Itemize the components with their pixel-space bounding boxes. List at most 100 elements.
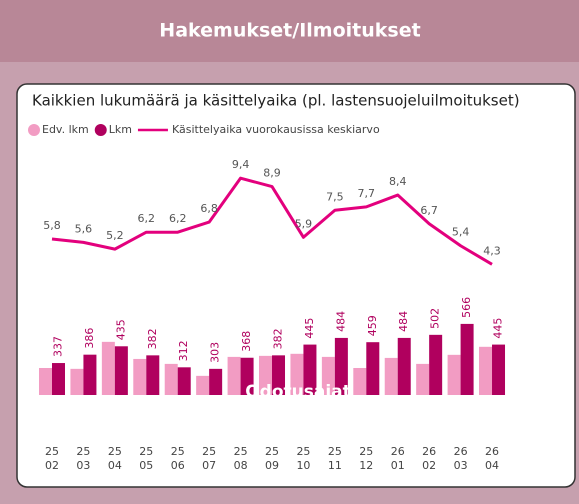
x-tick-label: 10 bbox=[296, 459, 310, 472]
x-tick-label: 25 bbox=[45, 445, 59, 458]
legend-label: Käsittelyaika vuorokausissa keskiarvo bbox=[172, 123, 380, 136]
bar bbox=[164, 363, 178, 395]
x-tick-label: 25 bbox=[108, 445, 122, 458]
legend-dot bbox=[28, 124, 40, 136]
line-value-label: 5,4 bbox=[452, 226, 470, 239]
bar bbox=[303, 344, 317, 395]
bar bbox=[133, 358, 147, 395]
bar bbox=[492, 344, 506, 395]
x-tick-label: 25 bbox=[139, 445, 153, 458]
x-tick-label: 25 bbox=[296, 445, 310, 458]
bar bbox=[39, 367, 52, 395]
line-value-label: 4,3 bbox=[483, 244, 501, 257]
line-value-label: 6,2 bbox=[169, 212, 187, 225]
x-tick-label: 02 bbox=[45, 459, 59, 472]
bar bbox=[177, 367, 191, 395]
bar bbox=[272, 355, 286, 395]
bar bbox=[114, 346, 128, 395]
line-value-label: 9,4 bbox=[232, 158, 250, 171]
x-tick-label: 25 bbox=[359, 445, 373, 458]
x-tick-label: 01 bbox=[391, 459, 405, 472]
x-tick-label: 26 bbox=[485, 445, 499, 458]
x-tick-label: 11 bbox=[328, 459, 342, 472]
bar-value-label: 484 bbox=[334, 311, 347, 332]
line-value-label: 6,7 bbox=[420, 204, 438, 217]
bar-value-label: 382 bbox=[146, 328, 159, 349]
bar bbox=[227, 356, 241, 395]
bar-value-label: 368 bbox=[240, 331, 253, 352]
bar bbox=[384, 357, 398, 395]
bar bbox=[429, 334, 443, 395]
x-tick-label: 02 bbox=[422, 459, 436, 472]
x-tick-label: 25 bbox=[234, 445, 248, 458]
line-value-label: 7,5 bbox=[326, 190, 344, 203]
bar bbox=[447, 354, 461, 395]
x-tick-label: 25 bbox=[328, 445, 342, 458]
legend-label: Edv. lkm bbox=[42, 123, 89, 136]
bar bbox=[52, 363, 65, 395]
bar bbox=[83, 354, 97, 395]
bar bbox=[479, 346, 493, 395]
bar-value-label: 445 bbox=[303, 318, 316, 339]
line-value-label: 8,4 bbox=[389, 175, 407, 188]
line-value-label: 6,2 bbox=[138, 212, 156, 225]
chart-title: Kaikkien lukumäärä ja käsittelyaika (pl.… bbox=[32, 92, 520, 110]
bar bbox=[209, 368, 223, 395]
x-tick-label: 25 bbox=[76, 445, 90, 458]
bar-value-label: 459 bbox=[366, 315, 379, 336]
bar bbox=[259, 355, 273, 395]
bar bbox=[353, 367, 367, 395]
bar bbox=[240, 357, 254, 395]
bar-value-label: 303 bbox=[209, 342, 222, 363]
line-value-label: 5,9 bbox=[295, 217, 313, 230]
bar bbox=[70, 368, 84, 395]
bar-value-label: 502 bbox=[429, 308, 442, 329]
x-tick-label: 06 bbox=[171, 459, 185, 472]
x-tick-label: 26 bbox=[454, 445, 468, 458]
x-tick-label: 09 bbox=[265, 459, 279, 472]
legend-label: Lkm bbox=[109, 123, 132, 136]
bar bbox=[321, 356, 335, 395]
annotation: Odotusajat bbox=[245, 382, 351, 402]
bar bbox=[101, 341, 115, 395]
header-bar bbox=[0, 0, 579, 62]
x-tick-label: 03 bbox=[76, 459, 90, 472]
line-series bbox=[51, 176, 493, 266]
header-title: Hakemukset/Ilmoitukset bbox=[159, 20, 420, 42]
x-tick-label: 25 bbox=[171, 445, 185, 458]
bar bbox=[196, 375, 210, 395]
bar bbox=[460, 323, 474, 395]
chart-card bbox=[16, 83, 576, 488]
bar bbox=[397, 337, 411, 395]
x-tick-label: 08 bbox=[234, 459, 248, 472]
line-value-label: 5,6 bbox=[75, 222, 93, 235]
legend-dot bbox=[94, 124, 107, 136]
bar-value-label: 435 bbox=[114, 319, 127, 340]
x-tick-label: 04 bbox=[485, 459, 499, 472]
x-tick-label: 04 bbox=[108, 459, 122, 472]
x-tick-label: 12 bbox=[359, 459, 373, 472]
line-value-label: 7,7 bbox=[358, 187, 376, 200]
bar bbox=[416, 363, 430, 395]
bar-value-label: 386 bbox=[83, 328, 96, 349]
line-value-label: 6,8 bbox=[200, 202, 218, 215]
x-tick-label: 26 bbox=[391, 445, 405, 458]
x-tick-label: 05 bbox=[139, 459, 153, 472]
x-tick-label: 25 bbox=[265, 445, 279, 458]
x-tick-label: 26 bbox=[422, 445, 436, 458]
x-tick-label: 03 bbox=[454, 459, 468, 472]
bar-value-label: 312 bbox=[177, 340, 190, 361]
bar bbox=[334, 337, 348, 395]
bar-value-label: 484 bbox=[397, 311, 410, 332]
bar-value-label: 566 bbox=[460, 297, 473, 318]
line-value-label: 5,2 bbox=[106, 229, 124, 242]
bar bbox=[290, 353, 304, 395]
line-value-label: 8,9 bbox=[263, 167, 281, 180]
x-tick-label: 25 bbox=[202, 445, 216, 458]
bar-value-label: 445 bbox=[492, 318, 505, 339]
line-value-label: 5,8 bbox=[43, 219, 61, 232]
bar bbox=[366, 342, 380, 395]
bar-value-label: 382 bbox=[272, 328, 285, 349]
bar bbox=[146, 355, 160, 395]
